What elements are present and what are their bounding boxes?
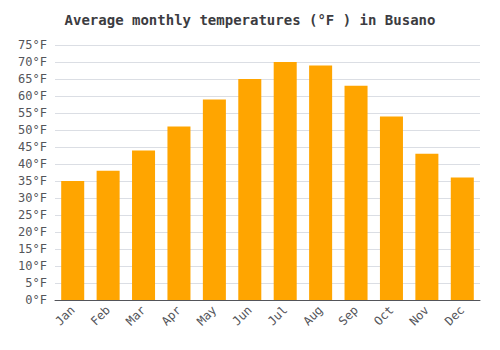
svg-text:65°F: 65°F xyxy=(18,72,47,86)
svg-text:45°F: 45°F xyxy=(18,140,47,154)
svg-text:5°F: 5°F xyxy=(25,276,47,290)
svg-text:35°F: 35°F xyxy=(18,174,47,188)
svg-text:60°F: 60°F xyxy=(18,89,47,103)
svg-text:30°F: 30°F xyxy=(18,191,47,205)
svg-text:Jul: Jul xyxy=(265,303,290,328)
svg-text:50°F: 50°F xyxy=(18,123,47,137)
svg-text:70°F: 70°F xyxy=(18,55,47,69)
svg-text:Oct: Oct xyxy=(371,303,396,328)
svg-text:Dec: Dec xyxy=(442,303,467,328)
svg-text:Nov: Nov xyxy=(407,303,432,328)
svg-text:May: May xyxy=(194,303,219,328)
svg-text:Feb: Feb xyxy=(88,303,113,328)
svg-text:Jun: Jun xyxy=(230,303,255,328)
svg-text:25°F: 25°F xyxy=(18,208,47,222)
svg-text:Aug: Aug xyxy=(300,303,325,328)
svg-text:Average monthly temperatures (: Average monthly temperatures (°F ) in Bu… xyxy=(65,12,436,28)
svg-text:Jan: Jan xyxy=(52,303,77,328)
svg-text:0°F: 0°F xyxy=(25,293,47,307)
svg-text:Mar: Mar xyxy=(123,303,148,328)
svg-text:15°F: 15°F xyxy=(18,242,47,256)
svg-text:10°F: 10°F xyxy=(18,259,47,273)
svg-text:40°F: 40°F xyxy=(18,157,47,171)
svg-text:20°F: 20°F xyxy=(18,225,47,239)
svg-text:Sep: Sep xyxy=(336,303,361,328)
svg-text:75°F: 75°F xyxy=(18,38,47,52)
svg-text:55°F: 55°F xyxy=(18,106,47,120)
svg-text:Apr: Apr xyxy=(159,303,184,328)
